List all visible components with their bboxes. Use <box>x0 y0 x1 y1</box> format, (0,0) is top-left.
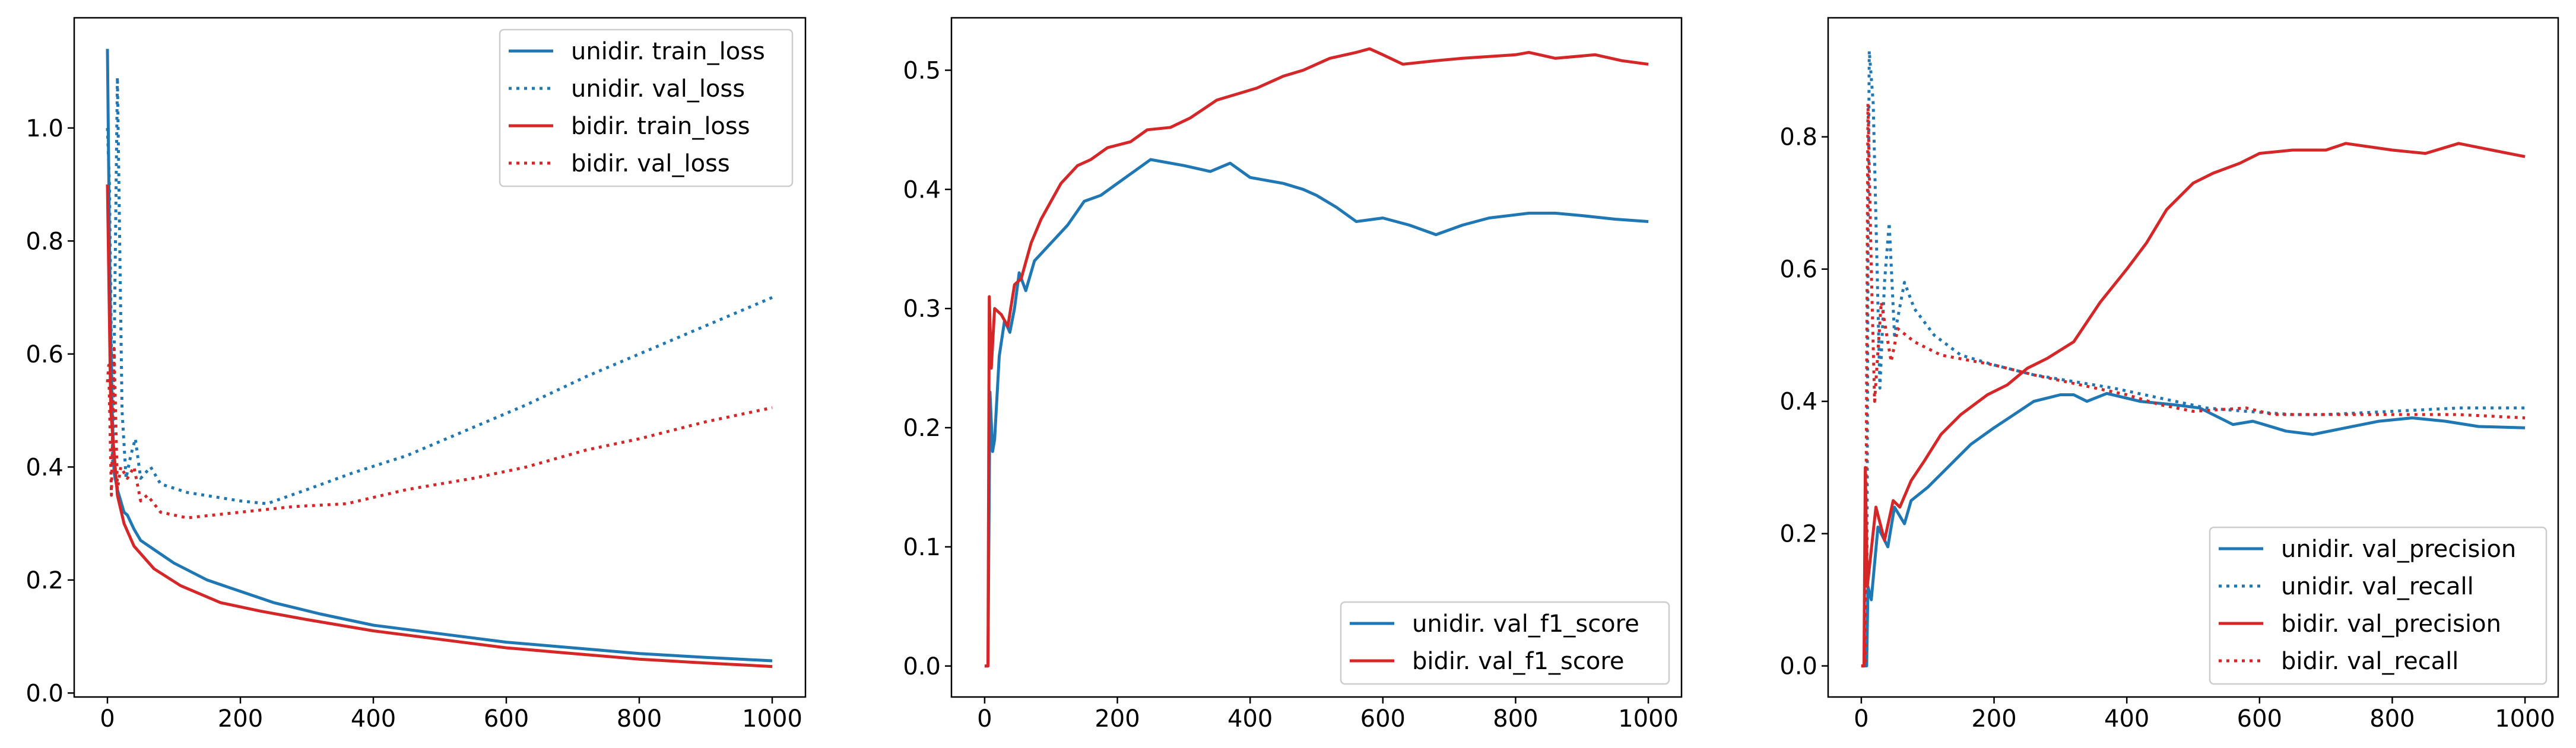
y-tick-label: 0.3 <box>903 295 941 323</box>
legend-box <box>2209 526 2548 685</box>
loss-chart: 0 200 400 600 800 1000 0.0 0.2 0.4 0.6 0.8 1.0 unidi… <box>26 17 807 733</box>
x-tick-label: 600 <box>2237 705 2282 733</box>
x-tick-label: 800 <box>1493 705 1538 733</box>
axes-frame <box>1827 17 2559 698</box>
y-tick-label: 0.0 <box>903 653 941 680</box>
f1-score-chart: 0 200 400 600 800 1000 0.0 0.1 0.2 0.3 0.4 0.5 unidi… <box>903 17 1683 733</box>
series-line-bidir-val-f1-score <box>984 47 1649 668</box>
x-tick-label: 0 <box>1854 705 1868 733</box>
legend-label: bidir. val_precision <box>2281 610 2501 638</box>
legend-label: unidir. val_loss <box>571 75 745 103</box>
x-tick-label: 600 <box>1360 705 1406 733</box>
legend-box <box>1340 601 1670 685</box>
y-tick-label: 0.6 <box>1779 256 1817 284</box>
legend-label: bidir. val_recall <box>2281 648 2458 675</box>
legend-label: unidir. val_precision <box>2281 536 2516 563</box>
y-tick-label: 0.2 <box>26 567 64 594</box>
series-line-unidir-val-loss <box>106 75 773 505</box>
x-tick-label: 0 <box>100 705 115 733</box>
x-tick-label: 0 <box>977 705 992 733</box>
legend: unidir. val_precision unidir. val_recallb… <box>2209 526 2548 685</box>
x-tick-label: 600 <box>484 705 529 733</box>
axes-frame <box>73 17 807 698</box>
series-line-unidir-val-precision <box>1861 391 2526 668</box>
x-tick-label: 200 <box>1971 705 2016 733</box>
legend-label: bidir. val_f1_score <box>1412 648 1625 675</box>
y-tick-label: 0.4 <box>1779 389 1817 416</box>
x-tick-label: 400 <box>351 705 396 733</box>
precision-recall-chart: 0 200 400 600 800 1000 0.0 0.2 0.4 0.6 0.8 unidir. … <box>1779 17 2559 733</box>
series-group <box>984 47 1649 668</box>
y-tick-label: 0.8 <box>26 228 64 255</box>
x-tick-label: 1000 <box>1618 705 1679 733</box>
legend-label: bidir. train_loss <box>571 113 750 140</box>
y-tick-label: 0.5 <box>903 57 941 84</box>
x-tick-label: 800 <box>617 705 662 733</box>
series-line-bidir-val-loss <box>106 346 773 520</box>
y-tick-label: 0.0 <box>1779 653 1817 680</box>
legend-box <box>499 28 794 187</box>
legend: unidir. train_loss unidir. val_loss bidir.… <box>499 28 794 187</box>
x-tick-label: 800 <box>2369 705 2415 733</box>
series-line-bidir-val-recall <box>1861 102 2526 668</box>
x-tick-label: 1000 <box>2495 705 2555 733</box>
legend-label: unidir. train_loss <box>571 38 765 65</box>
legend-label: unidir. val_recall <box>2281 573 2474 600</box>
y-tick-label: 0.4 <box>26 454 64 481</box>
y-tick-label: 0.2 <box>1779 521 1817 548</box>
y-tick-label: 0.4 <box>903 176 941 203</box>
y-tick-label: 0.1 <box>903 534 941 561</box>
x-tick-label: 200 <box>1095 705 1140 733</box>
series-group <box>1861 49 2526 668</box>
series-line-bidir-val-precision <box>1861 142 2526 668</box>
legend-label: bidir. val_loss <box>571 150 730 177</box>
legend: unidir. val_f1_score bidir. val_f1_score <box>1340 601 1670 685</box>
x-tick-label: 200 <box>218 705 263 733</box>
legend-label: unidir. val_f1_score <box>1412 610 1639 638</box>
y-tick-label: 0.8 <box>1779 124 1817 151</box>
series-line-bidir-train-loss <box>106 184 773 669</box>
y-tick-label: 1.0 <box>26 115 64 142</box>
y-tick-label: 0.0 <box>26 680 64 707</box>
x-tick-label: 1000 <box>742 705 802 733</box>
x-tick-label: 400 <box>2104 705 2149 733</box>
y-tick-label: 0.2 <box>903 415 941 442</box>
axes-frame <box>950 17 1683 698</box>
series-group <box>106 49 773 669</box>
y-tick-label: 0.6 <box>26 341 64 368</box>
x-tick-label: 400 <box>1227 705 1273 733</box>
